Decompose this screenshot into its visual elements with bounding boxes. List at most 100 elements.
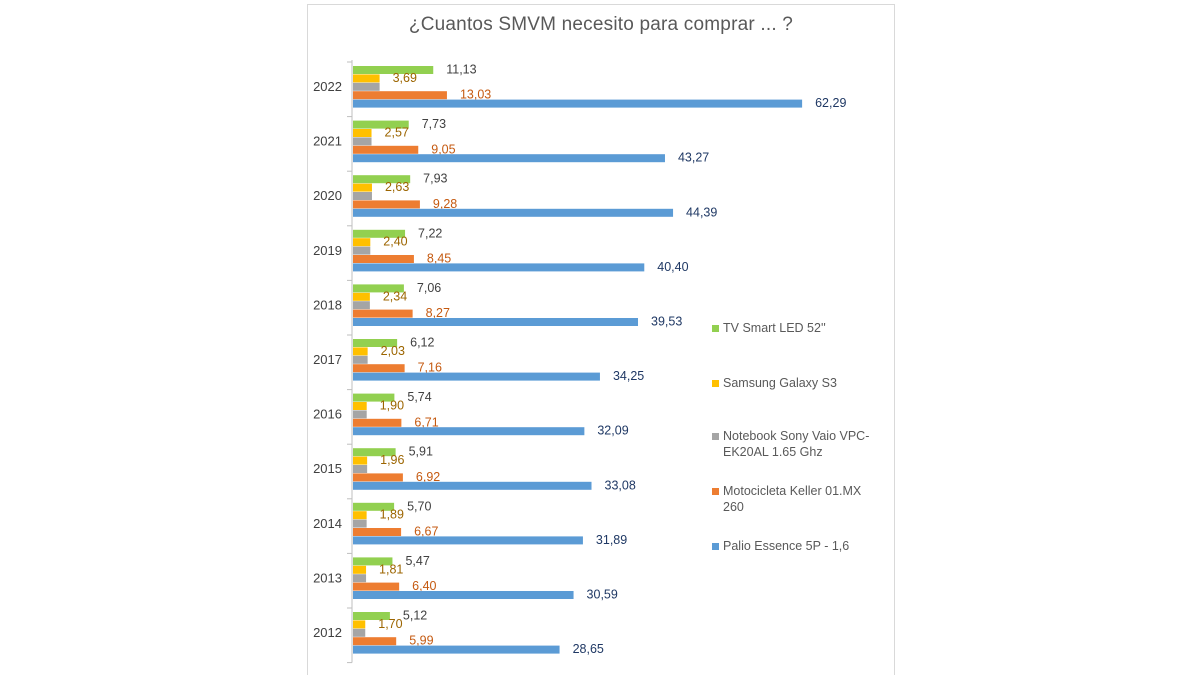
category-label: 2015 — [313, 461, 342, 476]
bar — [353, 263, 645, 272]
bar — [353, 528, 402, 536]
bar — [353, 309, 413, 318]
category-label: 2021 — [313, 134, 342, 149]
data-label: 2,34 — [383, 289, 407, 303]
bar — [353, 574, 367, 583]
data-label: 1,96 — [380, 453, 404, 467]
bar — [353, 418, 402, 427]
bar — [353, 238, 371, 247]
bar — [353, 502, 395, 511]
bar — [353, 410, 367, 419]
data-label: 2,57 — [385, 126, 409, 140]
bar — [353, 129, 372, 137]
bar — [353, 536, 583, 545]
data-label: 9,05 — [431, 142, 455, 156]
bar — [353, 473, 403, 482]
bar — [353, 120, 409, 129]
data-label: 5,91 — [409, 445, 433, 459]
data-label: 11,13 — [446, 63, 476, 77]
bar — [353, 318, 639, 326]
bar — [353, 183, 372, 192]
legend-swatch — [712, 543, 719, 550]
data-label: 40,40 — [657, 260, 688, 274]
data-label: 13,03 — [460, 88, 491, 102]
data-label: 7,93 — [423, 172, 447, 186]
data-label: 2,40 — [383, 235, 407, 249]
data-label: 2,63 — [385, 180, 409, 194]
bar — [353, 645, 560, 654]
legend-item: Samsung Galaxy S3 — [712, 375, 883, 391]
bar — [353, 402, 367, 410]
data-label: 2,03 — [381, 344, 405, 358]
data-label: 6,67 — [414, 525, 438, 539]
legend-item: TV Smart LED 52'' — [712, 320, 883, 336]
data-label: 43,27 — [678, 151, 709, 165]
bar — [353, 519, 367, 528]
bar — [353, 448, 396, 457]
data-label: 5,47 — [405, 554, 429, 568]
legend-item: Palio Essence 5P - 1,6 — [712, 538, 883, 554]
data-label: 62,29 — [815, 96, 846, 110]
bar — [353, 582, 400, 591]
category-label: 2020 — [313, 188, 342, 203]
bar — [353, 208, 674, 217]
bar — [353, 301, 370, 310]
legend-item: Motocicleta Keller 01.MX 260 — [712, 483, 883, 515]
category-label: 2017 — [313, 352, 342, 367]
bar — [353, 192, 372, 200]
data-label: 6,71 — [414, 415, 438, 429]
chart-frame — [307, 4, 895, 675]
bar — [353, 557, 393, 566]
bar — [353, 255, 414, 263]
category-label: 2019 — [313, 243, 342, 258]
data-label: 1,81 — [379, 562, 403, 576]
bar — [353, 154, 665, 163]
data-label: 39,53 — [651, 315, 682, 329]
data-label: 7,16 — [418, 361, 442, 375]
bar — [353, 456, 368, 465]
data-label: 1,70 — [378, 617, 402, 631]
bar — [353, 339, 398, 347]
data-label: 8,27 — [426, 306, 450, 320]
bar — [353, 511, 367, 520]
data-label: 33,08 — [605, 478, 636, 492]
data-label: 31,89 — [596, 533, 627, 547]
bar — [353, 82, 380, 91]
bar — [353, 284, 404, 293]
category-label: 2016 — [313, 407, 342, 422]
bar — [353, 628, 366, 637]
legend-label: Samsung Galaxy S3 — [723, 376, 837, 390]
category-label: 2012 — [313, 625, 342, 640]
data-label: 5,99 — [409, 634, 433, 648]
bar — [353, 481, 592, 490]
bar — [353, 591, 574, 599]
legend-swatch — [712, 325, 719, 332]
data-label: 44,39 — [686, 205, 717, 219]
bar — [353, 246, 371, 255]
data-label: 5,70 — [407, 499, 431, 513]
bar — [353, 393, 395, 402]
bar — [353, 292, 370, 301]
bar — [353, 137, 372, 146]
bar — [353, 66, 434, 74]
bar — [353, 427, 585, 436]
bar — [353, 200, 420, 209]
data-label: 7,06 — [417, 281, 441, 295]
bar — [353, 175, 411, 184]
legend-swatch — [712, 488, 719, 495]
legend-item: Notebook Sony Vaio VPC-EK20AL 1.65 Ghz — [712, 428, 883, 460]
chart-title: ¿Cuantos SMVM necesito para comprar ... … — [408, 14, 794, 35]
legend-label: Motocicleta Keller 01.MX 260 — [723, 484, 862, 514]
data-label: 6,40 — [412, 579, 436, 593]
legend-swatch — [712, 433, 719, 440]
data-label: 1,89 — [380, 508, 404, 522]
bar — [353, 347, 368, 356]
bar — [353, 465, 368, 473]
bar — [353, 620, 366, 629]
bar — [353, 145, 419, 154]
legend-label: Palio Essence 5P - 1,6 — [723, 539, 850, 553]
category-label: 2018 — [313, 297, 342, 312]
bar — [353, 637, 397, 646]
legend-label: TV Smart LED 52'' — [723, 321, 826, 335]
